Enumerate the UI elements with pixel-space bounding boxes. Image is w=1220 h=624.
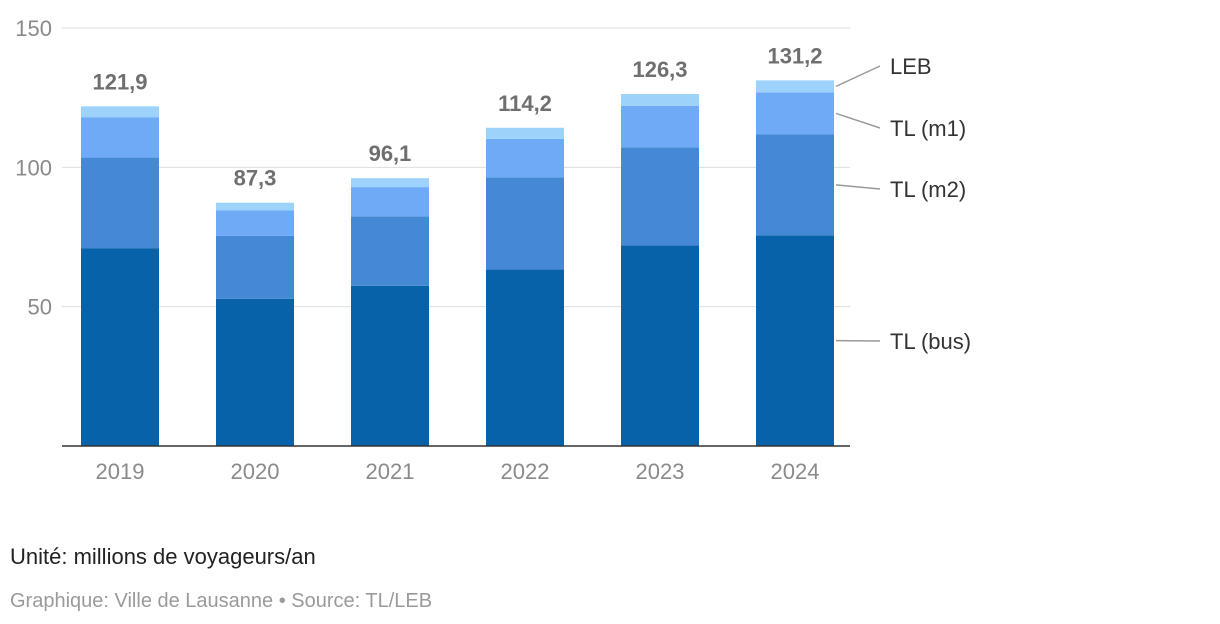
bar-segment-2020-0 (216, 298, 294, 446)
total-labels: 121,9 87,3 96,1 114,2 126,3 131,2 (92, 43, 822, 190)
bar-segment-2021-2 (351, 187, 429, 217)
legend-leader-line (835, 112, 881, 129)
legend-label: TL (bus) (890, 329, 971, 354)
bar-segment-2021-1 (351, 216, 429, 286)
x-tick-label: 2024 (771, 459, 820, 484)
legend-leader-line (835, 65, 881, 88)
bar-segment-2019-0 (81, 248, 159, 446)
bars (81, 80, 834, 446)
bar-segment-2019-2 (81, 117, 159, 158)
bar-segment-2019-1 (81, 157, 159, 249)
legend-label: TL (m1) (890, 116, 966, 141)
bar-segment-2022-1 (486, 177, 564, 270)
x-tick-label: 2021 (366, 459, 415, 484)
x-tick-label: 2022 (501, 459, 550, 484)
source-note: Graphique: Ville de Lausanne • Source: T… (10, 590, 433, 612)
bar-segment-2023-3 (621, 94, 699, 106)
total-label: 114,2 (498, 91, 552, 116)
y-tick-label: 150 (15, 16, 52, 41)
bar-segment-2024-1 (756, 134, 834, 236)
total-label: 126,3 (632, 57, 687, 82)
bar-segment-2020-2 (216, 210, 294, 236)
x-tick-label: 2023 (636, 459, 685, 484)
x-tick-label: 2019 (96, 459, 145, 484)
bar-segment-2023-0 (621, 245, 699, 446)
y-tick-labels: 50 100 150 (15, 16, 52, 320)
legend-label: TL (m2) (890, 177, 966, 202)
bar-segment-2020-1 (216, 235, 294, 299)
bar-segment-2023-1 (621, 147, 699, 246)
bar-segment-2024-3 (756, 80, 834, 93)
stacked-bar-chart: 50 100 150 2019 2020 2021 2022 2023 2024 121,9 8… (15, 16, 971, 484)
bar-segment-2020-3 (216, 202, 294, 211)
bar-segment-2021-3 (351, 178, 429, 188)
x-tick-labels: 2019 2020 2021 2022 2023 2024 (96, 459, 820, 484)
bar-segment-2021-0 (351, 285, 429, 446)
y-tick-label: 50 (28, 295, 52, 320)
total-label: 121,9 (92, 69, 147, 94)
legend-leader-line (835, 184, 881, 190)
total-label: 87,3 (234, 166, 277, 191)
legend: TL (bus) TL (m2) TL (m1) LEB (835, 54, 971, 354)
unit-note: Unité: millions de voyageurs/an (10, 544, 316, 569)
legend-label: LEB (890, 54, 932, 79)
bar-segment-2022-3 (486, 127, 564, 139)
total-label: 131,2 (767, 43, 822, 68)
y-tick-label: 100 (15, 155, 52, 180)
bar-segment-2024-2 (756, 92, 834, 135)
x-tick-label: 2020 (231, 459, 280, 484)
bar-segment-2024-0 (756, 235, 834, 446)
bar-segment-2019-3 (81, 106, 159, 118)
total-label: 96,1 (369, 141, 412, 166)
bar-segment-2022-0 (486, 269, 564, 446)
gridlines (62, 27, 850, 308)
bar-segment-2023-2 (621, 105, 699, 148)
bar-segment-2022-2 (486, 138, 564, 178)
